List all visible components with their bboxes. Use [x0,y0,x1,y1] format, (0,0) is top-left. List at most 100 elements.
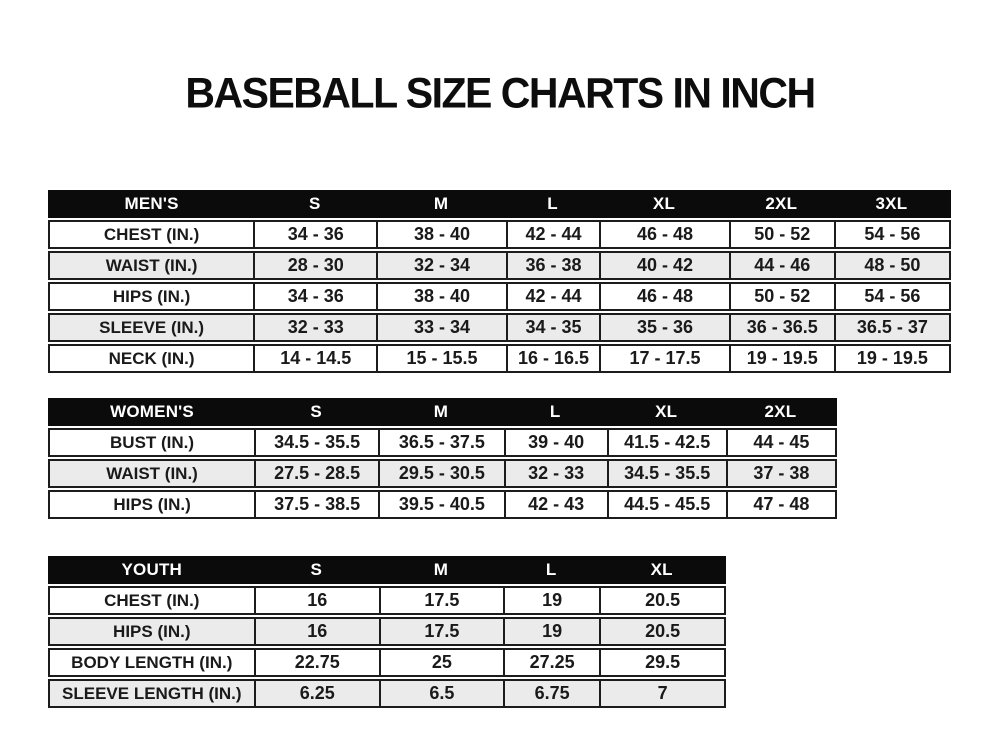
page-title: BASEBALL SIZE CHARTS IN INCH [185,69,816,117]
womens-table-header-row: WOMEN'S S M L XL 2XL [48,398,837,426]
value-cell: 46 - 48 [599,284,728,309]
row-label-cell: HIPS (IN.) [113,621,191,641]
value-cell: 34.5 - 35.5 [606,461,726,486]
row-label-cell: BUST (IN.) [110,432,195,452]
value-cell: 38 - 40 [376,222,505,247]
row-label-cell: BODY LENGTH (IN.) [71,652,233,672]
value-cell: 22.75 [253,650,379,675]
size-column-header: 3XL [875,194,908,213]
value-cell: 50 - 52 [728,222,834,247]
row-label-cell: SLEEVE LENGTH (IN.) [62,683,242,703]
size-column-header: 2XL [764,402,797,421]
row-label-cell: WAIST (IN.) [106,463,198,483]
table-group-label: WOMEN'S [110,402,194,421]
size-column-header: XL [652,194,676,213]
value-cell: 50 - 52 [728,284,834,309]
mens-table-body: CHEST (IN.) 34 - 36 38 - 40 42 - 44 46 - 48 5… [48,220,951,373]
value-cell: 34 - 36 [253,284,376,309]
value-cell: 20.5 [599,619,724,644]
value-cell: 16 [253,588,379,613]
value-cell: 6.75 [502,681,599,706]
youth-table-body: CHEST (IN.) 16 17.5 19 20.5 HIPS (IN.) 16 17.5 1… [48,586,726,708]
womens-table-body: BUST (IN.) 34.5 - 35.5 36.5 - 37.5 39 - 40 4… [48,428,837,519]
value-cell: 34 - 36 [253,222,376,247]
size-column-header: L [549,402,561,421]
size-column-header: M [433,560,449,579]
value-cell: 48 - 50 [833,253,949,278]
row-label-cell: HIPS (IN.) [112,286,191,306]
mens-table-header-row: MEN'S S M L XL 2XL 3XL [48,190,951,218]
value-cell: 15 - 15.5 [376,346,505,371]
size-column-header: XL [655,402,678,421]
size-column-header: 2XL [765,194,798,213]
value-cell: 17.5 [378,588,503,613]
value-cell: 54 - 56 [833,222,949,247]
value-cell: 36 - 36.5 [728,315,834,340]
value-cell: 35 - 36 [599,315,728,340]
value-cell: 6.5 [378,681,503,706]
value-cell: 17.5 [378,619,503,644]
size-column-header: L [545,560,557,579]
value-cell: 27.25 [502,650,599,675]
value-cell: 32 - 34 [376,253,505,278]
value-cell: 19 - 19.5 [728,346,834,371]
value-cell: 34 - 35 [505,315,599,340]
table-row: HIPS (IN.) 16 17.5 19 20.5 [48,617,726,646]
value-cell: 29.5 - 30.5 [378,461,504,486]
row-label-cell: HIPS (IN.) [113,494,191,514]
table-row: WAIST (IN.) 27.5 - 28.5 29.5 - 30.5 32 - 33… [48,459,837,488]
value-cell: 36 - 38 [505,253,599,278]
value-cell: 36.5 - 37.5 [378,430,504,455]
size-column-header: S [310,560,322,579]
value-cell: 29.5 [599,650,724,675]
value-cell: 6.25 [253,681,379,706]
value-cell: 41.5 - 42.5 [606,430,726,455]
value-cell: 42 - 43 [503,492,607,517]
table-row: NECK (IN.) 14 - 14.5 15 - 15.5 16 - 16.5 17 … [48,344,951,373]
table-row: SLEEVE LENGTH (IN.) 6.25 6.5 6.75 7 [48,679,726,708]
value-cell: 44.5 - 45.5 [606,492,726,517]
value-cell: 19 - 19.5 [833,346,949,371]
value-cell: 7 [599,681,724,706]
value-cell: 46 - 48 [599,222,728,247]
value-cell: 37.5 - 38.5 [254,492,378,517]
row-label-cell: SLEEVE (IN.) [99,317,205,337]
value-cell: 20.5 [599,588,724,613]
table-row: HIPS (IN.) 34 - 36 38 - 40 42 - 44 46 - 48 50… [48,282,951,311]
value-cell: 38 - 40 [376,284,505,309]
value-cell: 28 - 30 [253,253,376,278]
youth-size-table: YOUTH S M L XL CHEST (IN.) 16 17.5 19 20.5 HIPS (… [48,556,726,708]
value-cell: 16 - 16.5 [505,346,599,371]
table-group-label: MEN'S [124,194,179,213]
mens-size-table: MEN'S S M L XL 2XL 3XL CHEST (IN.) 34 - 36 38 - … [48,190,951,373]
table-row: SLEEVE (IN.) 32 - 33 33 - 34 34 - 35 35 - 36… [48,313,951,342]
table-row: WAIST (IN.) 28 - 30 32 - 34 36 - 38 40 - 42 4… [48,251,951,280]
value-cell: 34.5 - 35.5 [254,430,378,455]
value-cell: 33 - 34 [376,315,505,340]
value-cell: 25 [378,650,503,675]
value-cell: 40 - 42 [599,253,728,278]
value-cell: 36.5 - 37 [833,315,949,340]
table-row: BODY LENGTH (IN.) 22.75 25 27.25 29.5 [48,648,726,677]
value-cell: 39.5 - 40.5 [378,492,504,517]
value-cell: 54 - 56 [833,284,949,309]
table-row: BUST (IN.) 34.5 - 35.5 36.5 - 37.5 39 - 40 4… [48,428,837,457]
size-column-header: L [547,194,558,213]
row-label-cell: NECK (IN.) [108,348,195,368]
value-cell: 19 [502,619,599,644]
table-row: CHEST (IN.) 34 - 36 38 - 40 42 - 44 46 - 48 5… [48,220,951,249]
table-group-label: YOUTH [121,560,183,579]
value-cell: 44 - 46 [728,253,834,278]
size-column-header: M [433,402,449,421]
value-cell: 32 - 33 [253,315,376,340]
value-cell: 37 - 38 [725,461,835,486]
womens-size-table: WOMEN'S S M L XL 2XL BUST (IN.) 34.5 - 35.5 36.… [48,398,837,519]
youth-table-header-row: YOUTH S M L XL [48,556,726,584]
value-cell: 42 - 44 [505,222,599,247]
size-column-header: S [308,194,321,213]
value-cell: 17 - 17.5 [599,346,728,371]
value-cell: 32 - 33 [503,461,607,486]
value-cell: 19 [502,588,599,613]
row-label-cell: CHEST (IN.) [103,224,200,244]
size-column-header: XL [650,560,673,579]
